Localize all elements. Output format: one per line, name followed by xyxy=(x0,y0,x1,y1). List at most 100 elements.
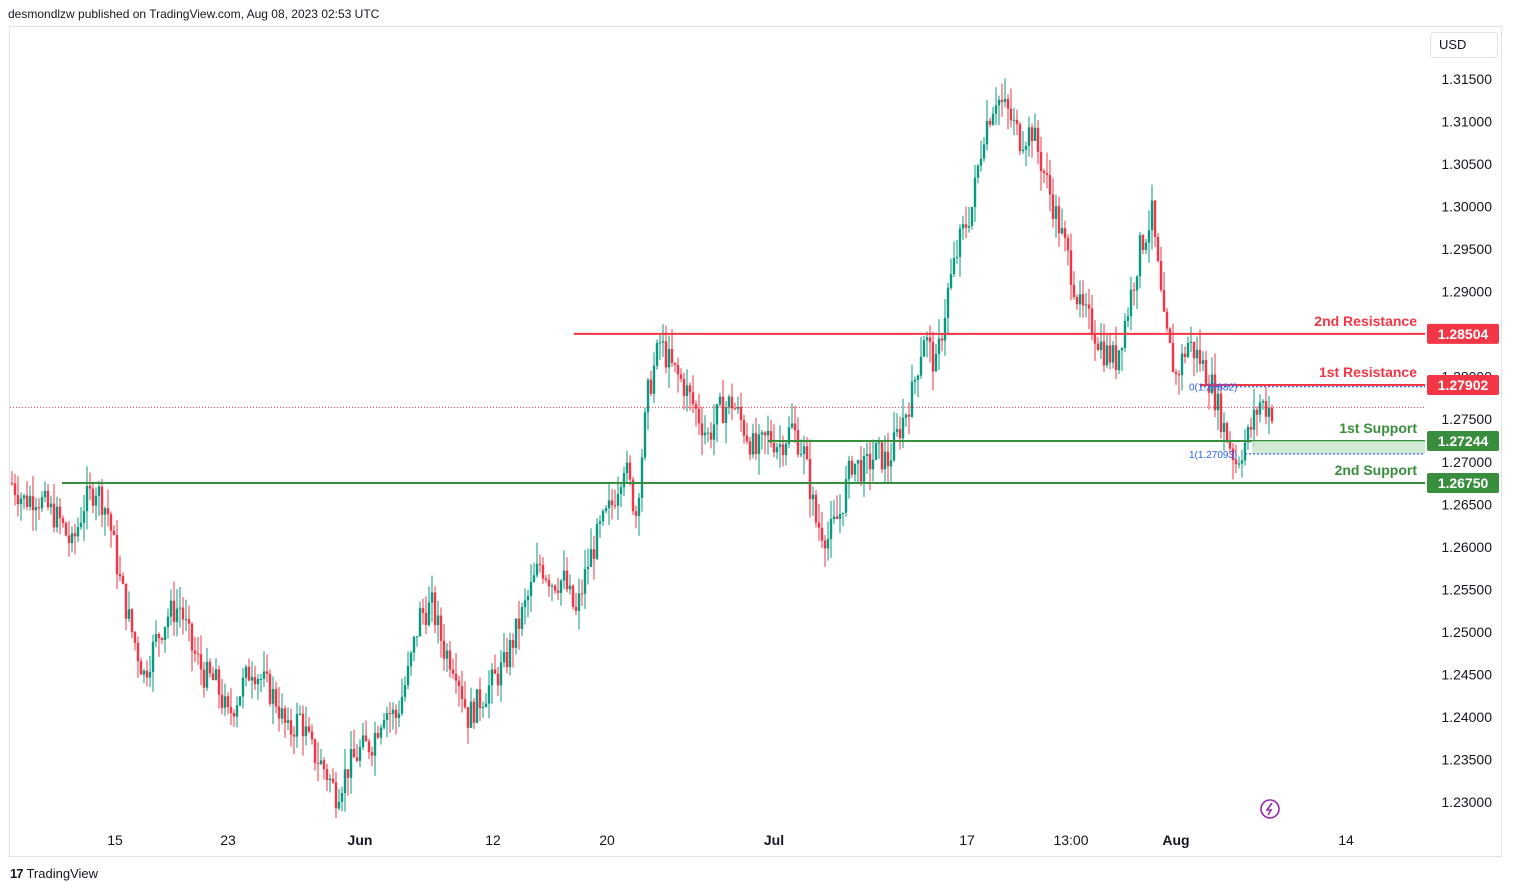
candle xyxy=(22,493,26,510)
candle-body xyxy=(466,707,470,728)
candle xyxy=(589,528,593,568)
candle xyxy=(388,702,392,733)
candle xyxy=(58,498,62,535)
candle-body xyxy=(1207,383,1211,393)
candle-body xyxy=(58,506,62,519)
candle-body xyxy=(850,460,854,475)
candle xyxy=(979,140,983,172)
candle xyxy=(1102,323,1106,372)
candles-layer xyxy=(10,78,1274,819)
candle xyxy=(1096,337,1100,352)
candle xyxy=(427,586,431,627)
candle-body xyxy=(1195,349,1199,359)
candle-body xyxy=(373,732,377,756)
price-tick: 1.26000 xyxy=(1441,539,1492,555)
candle xyxy=(769,419,773,448)
candle xyxy=(634,505,638,529)
candle-body xyxy=(331,778,335,783)
candle-body xyxy=(139,661,143,675)
candle-body xyxy=(535,563,539,576)
candle-body xyxy=(1261,400,1265,403)
candle-body xyxy=(508,640,512,668)
candle-body xyxy=(994,105,998,114)
price-tick: 1.24500 xyxy=(1441,666,1492,682)
candle xyxy=(1153,200,1157,248)
candle xyxy=(1225,421,1229,444)
candle-body xyxy=(157,633,161,639)
candle xyxy=(259,674,263,693)
candle-body xyxy=(964,224,968,228)
candle-body xyxy=(919,356,923,376)
candle-body xyxy=(598,521,602,524)
publish-info: desmondlzw published on TradingView.com,… xyxy=(8,7,380,21)
candle-body xyxy=(409,652,413,667)
candle xyxy=(976,164,980,184)
candle xyxy=(826,521,830,561)
candle-body xyxy=(577,593,581,611)
candle-body xyxy=(124,583,128,619)
candle xyxy=(1087,288,1091,330)
candle-body xyxy=(1081,294,1085,306)
candle xyxy=(1015,109,1019,136)
candle-body xyxy=(574,606,578,611)
candle-body xyxy=(10,483,14,485)
candle-body xyxy=(583,569,587,594)
candle-body xyxy=(208,661,212,674)
candle-body xyxy=(934,353,938,372)
candle-body xyxy=(295,713,299,737)
2nd-resistance-badge-text: 1.28504 xyxy=(1438,326,1489,342)
candle xyxy=(415,636,419,647)
time-tick: Jun xyxy=(348,832,373,848)
candle-body xyxy=(823,540,827,549)
candle xyxy=(493,654,497,675)
candle xyxy=(652,352,656,403)
candle-body xyxy=(802,446,806,455)
candle-body xyxy=(1252,409,1256,430)
candle xyxy=(250,661,254,699)
candle xyxy=(325,763,329,792)
candle xyxy=(697,393,701,435)
candle xyxy=(613,489,617,510)
candle xyxy=(1126,307,1130,328)
candle xyxy=(511,633,515,668)
candle-body xyxy=(151,641,155,673)
candle xyxy=(1141,233,1145,255)
candle-body xyxy=(727,396,731,408)
candle-body xyxy=(1126,316,1130,321)
candle xyxy=(1003,78,1007,108)
candle xyxy=(451,658,455,679)
candle xyxy=(397,700,401,728)
candle-body xyxy=(1135,276,1139,291)
candle xyxy=(610,489,614,520)
candle-body xyxy=(244,666,248,678)
candle-body xyxy=(1012,119,1016,121)
candle-body xyxy=(883,451,887,470)
candle xyxy=(37,498,41,520)
candle xyxy=(1069,233,1073,301)
candle-body xyxy=(334,782,338,809)
candle-body xyxy=(772,442,776,453)
candle xyxy=(238,695,242,707)
candle-body xyxy=(688,385,692,393)
price-tick: 1.26500 xyxy=(1441,496,1492,512)
candle-body xyxy=(847,460,851,480)
currency-selector[interactable]: USD xyxy=(1430,32,1498,58)
candle-body xyxy=(634,511,638,516)
candle-body xyxy=(136,642,140,662)
candle xyxy=(1171,323,1175,373)
candle-body xyxy=(796,430,800,455)
candle xyxy=(646,377,650,430)
candle-body xyxy=(760,432,764,435)
candle xyxy=(1177,370,1181,395)
candle xyxy=(988,117,992,128)
candle-body xyxy=(1063,228,1067,238)
candle-body xyxy=(73,533,77,537)
candle xyxy=(379,724,383,745)
candle-body xyxy=(1210,374,1214,393)
price-tick: 1.31000 xyxy=(1441,114,1492,130)
candle-body xyxy=(247,666,251,681)
replay-icon[interactable] xyxy=(1260,799,1280,819)
candle-body xyxy=(754,433,758,454)
candle xyxy=(472,697,476,730)
